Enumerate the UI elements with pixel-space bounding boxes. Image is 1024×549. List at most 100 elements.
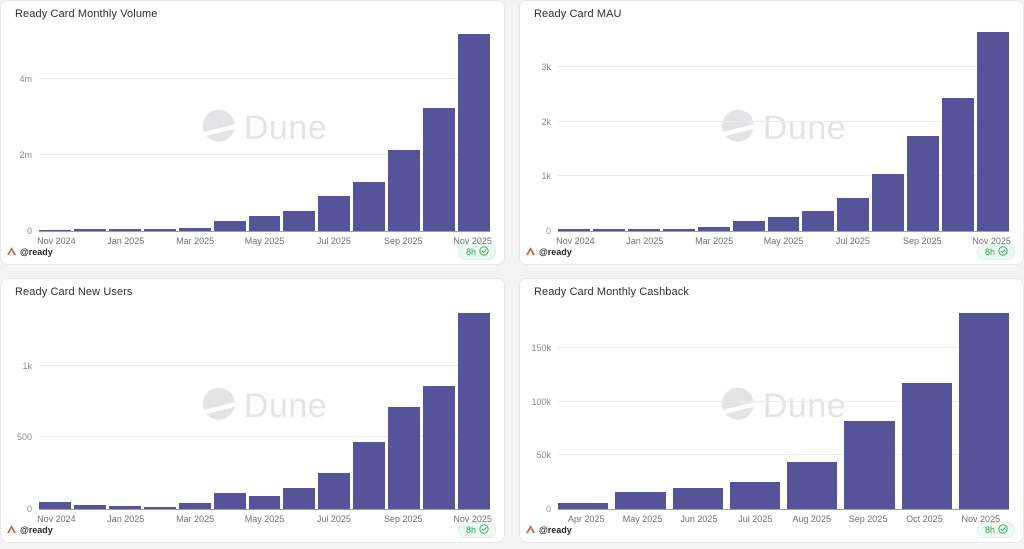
bar-jul-2025[interactable] (837, 197, 870, 231)
gridline (558, 66, 1009, 67)
bar-oct-2025[interactable] (942, 97, 975, 231)
bar-nov-2025[interactable] (458, 312, 490, 509)
gridline (558, 454, 1009, 456)
refresh-status[interactable]: 8h (457, 244, 496, 260)
refresh-status[interactable]: 8h (457, 522, 496, 538)
bar-oct-2025[interactable] (901, 383, 952, 509)
check-circle-icon (998, 246, 1008, 258)
author-link[interactable]: @ready (526, 247, 572, 257)
x-axis-tick-label: May 2025 (622, 514, 663, 524)
bar-jan-2025[interactable] (627, 228, 660, 231)
bar-jun-2025[interactable] (672, 487, 723, 509)
y-axis-tick-label: 2k (541, 116, 551, 127)
bar-aug-2025[interactable] (353, 181, 386, 231)
y-axis-tick-label: 50k (536, 450, 551, 461)
author-handle: @ready (539, 247, 572, 257)
bar-mar-2025[interactable] (178, 503, 211, 509)
x-axis-tick-label: Mar 2025 (695, 236, 734, 246)
bar-sep-2025[interactable] (388, 406, 421, 509)
refresh-status[interactable]: 8h (976, 244, 1015, 260)
bar-sep-2025[interactable] (907, 136, 940, 231)
x-axis-tick-label: Jul 2025 (316, 514, 351, 524)
card-footer: @ready 8h (526, 244, 1015, 260)
card-footer: @ready 8h (7, 244, 496, 260)
y-axis-tick-label: 0 (545, 226, 551, 236)
bar-dec-2024[interactable] (73, 229, 106, 231)
chart-title: Ready Card New Users (15, 286, 133, 298)
bar-sep-2025[interactable] (844, 421, 895, 509)
bar-may-2025[interactable] (615, 491, 666, 509)
x-axis-tick-label: Nov 2025 (972, 236, 1011, 246)
ready-logo-icon (526, 247, 535, 257)
bar-oct-2025[interactable] (423, 107, 456, 231)
bar-nov-2025[interactable] (958, 312, 1009, 509)
x-axis-tick-label: Mar 2025 (176, 514, 215, 524)
gridline (39, 364, 490, 366)
bar-nov-2024[interactable] (39, 501, 71, 509)
bars-series (39, 304, 490, 509)
bar-apr-2025[interactable] (732, 221, 765, 231)
y-axis-tick-label: 0 (26, 226, 32, 236)
gridline (558, 347, 1009, 349)
author-link[interactable]: @ready (526, 525, 572, 535)
author-handle: @ready (539, 525, 572, 535)
bar-jun-2025[interactable] (283, 488, 316, 509)
x-axis-tick-label: Nov 2025 (961, 514, 1001, 524)
y-axis-tick-label: 1k (22, 360, 32, 371)
author-handle: @ready (20, 525, 53, 535)
bar-oct-2025[interactable] (423, 386, 456, 509)
bar-nov-2025[interactable] (977, 32, 1009, 231)
x-axis-tick-label: Mar 2025 (176, 236, 215, 246)
bar-nov-2024[interactable] (558, 229, 590, 231)
bar-jul-2025[interactable] (318, 473, 351, 509)
y-axis-tick-label: 100k (531, 396, 551, 407)
refresh-status[interactable]: 8h (976, 522, 1015, 538)
refresh-age: 8h (984, 525, 995, 535)
refresh-age: 8h (984, 247, 995, 257)
bar-dec-2024[interactable] (592, 228, 625, 231)
x-axis-tick-label: Jun 2025 (680, 514, 718, 524)
author-link[interactable]: @ready (7, 525, 53, 535)
chart-card-monthly-cashback: Ready Card Monthly Cashback Dune 0 50k 100… (519, 278, 1024, 543)
bar-mar-2025[interactable] (178, 227, 211, 231)
y-axis-tick-label: 2m (19, 150, 32, 161)
bar-jun-2025[interactable] (802, 210, 835, 231)
bar-sep-2025[interactable] (388, 150, 421, 231)
bar-feb-2025[interactable] (662, 228, 695, 231)
x-axis-tick-label: May 2025 (244, 236, 285, 246)
bar-nov-2024[interactable] (39, 230, 71, 231)
ready-logo-icon (7, 247, 16, 257)
bar-may-2025[interactable] (248, 215, 281, 231)
bar-mar-2025[interactable] (697, 226, 730, 231)
bar-aug-2025[interactable] (872, 173, 905, 231)
y-axis-tick-label: 500 (16, 432, 32, 443)
bar-chart-monthly-cashback: Dune 0 50k 100k 150k Apr 2025 May 2025 Jun 202… (531, 304, 1009, 524)
bar-apr-2025[interactable] (213, 492, 246, 509)
bar-feb-2025[interactable] (143, 229, 176, 231)
x-axis-tick-label: Nov 2024 (37, 236, 76, 246)
bar-jan-2025[interactable] (108, 506, 141, 509)
bar-jun-2025[interactable] (283, 211, 316, 231)
x-axis-tick-label: Jan 2025 (107, 236, 145, 246)
chart-card-monthly-volume: Ready Card Monthly Volume Dune 0 2m 4m Nov … (0, 0, 505, 265)
bar-may-2025[interactable] (248, 496, 281, 509)
bar-jul-2025[interactable] (729, 482, 780, 509)
bar-nov-2025[interactable] (458, 34, 490, 231)
bar-may-2025[interactable] (767, 216, 800, 231)
x-axis-tick-label: Jul 2025 (835, 236, 870, 246)
chart-title: Ready Card Monthly Cashback (534, 286, 689, 298)
bar-apr-2025[interactable] (558, 502, 609, 509)
bar-feb-2025[interactable] (143, 506, 176, 509)
bar-apr-2025[interactable] (213, 221, 246, 231)
bar-jul-2025[interactable] (318, 196, 351, 231)
x-axis-tick-label: Nov 2025 (453, 514, 492, 524)
bar-jan-2025[interactable] (108, 229, 141, 231)
refresh-age: 8h (465, 525, 476, 535)
bar-dec-2024[interactable] (73, 505, 106, 509)
author-link[interactable]: @ready (7, 247, 53, 257)
bar-aug-2025[interactable] (787, 461, 838, 509)
chart-title: Ready Card Monthly Volume (15, 8, 158, 20)
bar-aug-2025[interactable] (353, 441, 386, 509)
x-axis-tick-label: Oct 2025 (906, 514, 943, 524)
